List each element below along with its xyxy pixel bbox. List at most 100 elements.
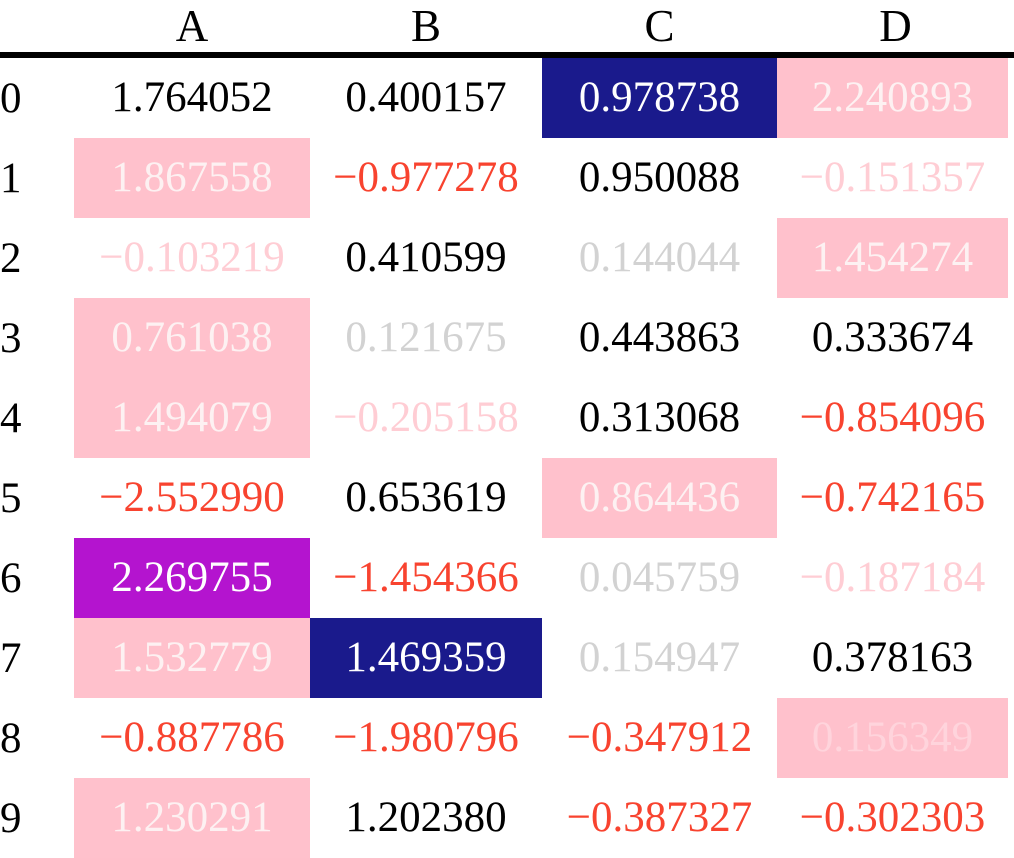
table-row: 4 1.494079 −0.205158 0.313068 −0.854096 — [0, 378, 1014, 458]
cell-value: 0.950088 — [578, 154, 741, 201]
table-row: 8 −0.887786 −1.980796 −0.347912 0.156349 — [0, 698, 1014, 778]
cell-value: −0.854096 — [799, 394, 986, 441]
table-cell-C3: 0.443863 — [542, 298, 777, 378]
cell-value: 0.443863 — [578, 314, 741, 361]
table-cell-C8: −0.347912 — [542, 698, 777, 778]
cell-value: 1.202380 — [345, 794, 507, 841]
cell-value: 0.156349 — [777, 698, 1008, 778]
table-row: 5 −2.552990 0.653619 0.864436 −0.742165 — [0, 458, 1014, 538]
cell-value: −2.552990 — [99, 474, 285, 521]
cell-value: −0.103219 — [99, 234, 285, 281]
table-cell-A0: 1.764052 — [74, 55, 310, 138]
cell-value: 1.494079 — [74, 378, 310, 458]
table-cell-C5: 0.864436 — [542, 458, 777, 538]
cell-value: −0.302303 — [799, 794, 986, 841]
row-index-label: 0 — [0, 74, 22, 122]
table-cell-C6: 0.045759 — [542, 538, 777, 618]
row-index-label: 3 — [0, 314, 22, 362]
table-cell-B9: 1.202380 — [310, 778, 542, 858]
cell-value: 1.867558 — [74, 138, 310, 218]
cell-value: 0.864436 — [542, 458, 777, 538]
row-index-label: 5 — [0, 474, 22, 522]
cell-value: 1.454274 — [777, 218, 1008, 298]
table-cell-D9: −0.302303 — [777, 778, 1014, 858]
cell-value: 0.154947 — [578, 634, 741, 681]
cell-value: −0.347912 — [566, 714, 753, 761]
index-column-header — [0, 0, 74, 55]
table-cell-A8: −0.887786 — [74, 698, 310, 778]
cell-value: 0.313068 — [578, 394, 741, 441]
table-row: 3 0.761038 0.121675 0.443863 0.333674 — [0, 298, 1014, 378]
table-cell-B5: 0.653619 — [310, 458, 542, 538]
row-index-label: 4 — [0, 394, 22, 442]
cell-value: 1.764052 — [111, 74, 273, 121]
cell-value: 0.761038 — [74, 298, 310, 378]
table-cell-D7: 0.378163 — [777, 618, 1014, 698]
table-cell-D1: −0.151357 — [777, 138, 1014, 218]
table-cell-C0: 0.978738 — [542, 55, 777, 138]
table-cell-A2: −0.103219 — [74, 218, 310, 298]
cell-value: −1.980796 — [333, 714, 519, 761]
table-body: 0 1.764052 0.400157 0.978738 2.240893 1 1.8675… — [0, 55, 1014, 858]
cell-value: 0.144044 — [578, 234, 741, 281]
cell-value: −1.454366 — [333, 554, 519, 601]
cell-value: 0.333674 — [811, 314, 974, 361]
table-cell-D4: −0.854096 — [777, 378, 1014, 458]
cell-value: 0.400157 — [345, 74, 507, 121]
table-cell-B6: −1.454366 — [310, 538, 542, 618]
cell-value: 2.240893 — [777, 58, 1008, 138]
table-cell-B4: −0.205158 — [310, 378, 542, 458]
table-row: 1 1.867558 −0.977278 0.950088 −0.151357 — [0, 138, 1014, 218]
cell-value: 1.230291 — [74, 778, 310, 858]
table-cell-B1: −0.977278 — [310, 138, 542, 218]
row-index-label: 1 — [0, 154, 22, 202]
cell-value: 0.045759 — [578, 554, 741, 601]
cell-value: 0.653619 — [345, 474, 507, 521]
cell-value: −0.205158 — [333, 394, 519, 441]
table-cell-D3: 0.333674 — [777, 298, 1014, 378]
header-row: A B C D — [0, 0, 1014, 55]
cell-value: 1.532779 — [74, 618, 310, 698]
table-cell-D6: −0.187184 — [777, 538, 1014, 618]
cell-value: 0.121675 — [345, 314, 507, 361]
table-cell-A5: −2.552990 — [74, 458, 310, 538]
table-cell-C7: 0.154947 — [542, 618, 777, 698]
table-cell-A4: 1.494079 — [74, 378, 310, 458]
table-cell-A7: 1.532779 — [74, 618, 310, 698]
table-cell-C2: 0.144044 — [542, 218, 777, 298]
cell-value: −0.387327 — [566, 794, 753, 841]
table-cell-D0: 2.240893 — [777, 55, 1014, 138]
cell-value: 2.269755 — [74, 538, 310, 618]
cell-value: −0.187184 — [799, 554, 986, 601]
table-cell-A3: 0.761038 — [74, 298, 310, 378]
table-cell-C9: −0.387327 — [542, 778, 777, 858]
cell-value: 1.469359 — [310, 618, 542, 698]
cell-value: 0.378163 — [811, 634, 974, 681]
cell-value: 0.410599 — [345, 234, 507, 281]
table-cell-D2: 1.454274 — [777, 218, 1014, 298]
table-cell-A6: 2.269755 — [74, 538, 310, 618]
table-cell-D5: −0.742165 — [777, 458, 1014, 538]
table-cell-C4: 0.313068 — [542, 378, 777, 458]
table-cell-B2: 0.410599 — [310, 218, 542, 298]
table-row: 0 1.764052 0.400157 0.978738 2.240893 — [0, 55, 1014, 138]
table-header: A B C D — [0, 0, 1014, 55]
row-index-label: 9 — [0, 794, 22, 842]
row-index-label: 7 — [0, 634, 22, 682]
table-cell-B7: 1.469359 — [310, 618, 542, 698]
table-cell-A9: 1.230291 — [74, 778, 310, 858]
table-row: 7 1.532779 1.469359 0.154947 0.378163 — [0, 618, 1014, 698]
table-cell-B0: 0.400157 — [310, 55, 542, 138]
column-header-d: D — [879, 1, 912, 51]
cell-value: −0.977278 — [333, 154, 519, 201]
cell-value: −0.742165 — [799, 474, 986, 521]
column-header-a: A — [175, 1, 209, 51]
column-header-b: B — [410, 1, 441, 51]
cell-value: −0.151357 — [799, 154, 986, 201]
table-row: 9 1.230291 1.202380 −0.387327 −0.302303 — [0, 778, 1014, 858]
cell-value: −0.887786 — [99, 714, 285, 761]
row-index-label: 8 — [0, 714, 22, 762]
table-cell-D8: 0.156349 — [777, 698, 1014, 778]
